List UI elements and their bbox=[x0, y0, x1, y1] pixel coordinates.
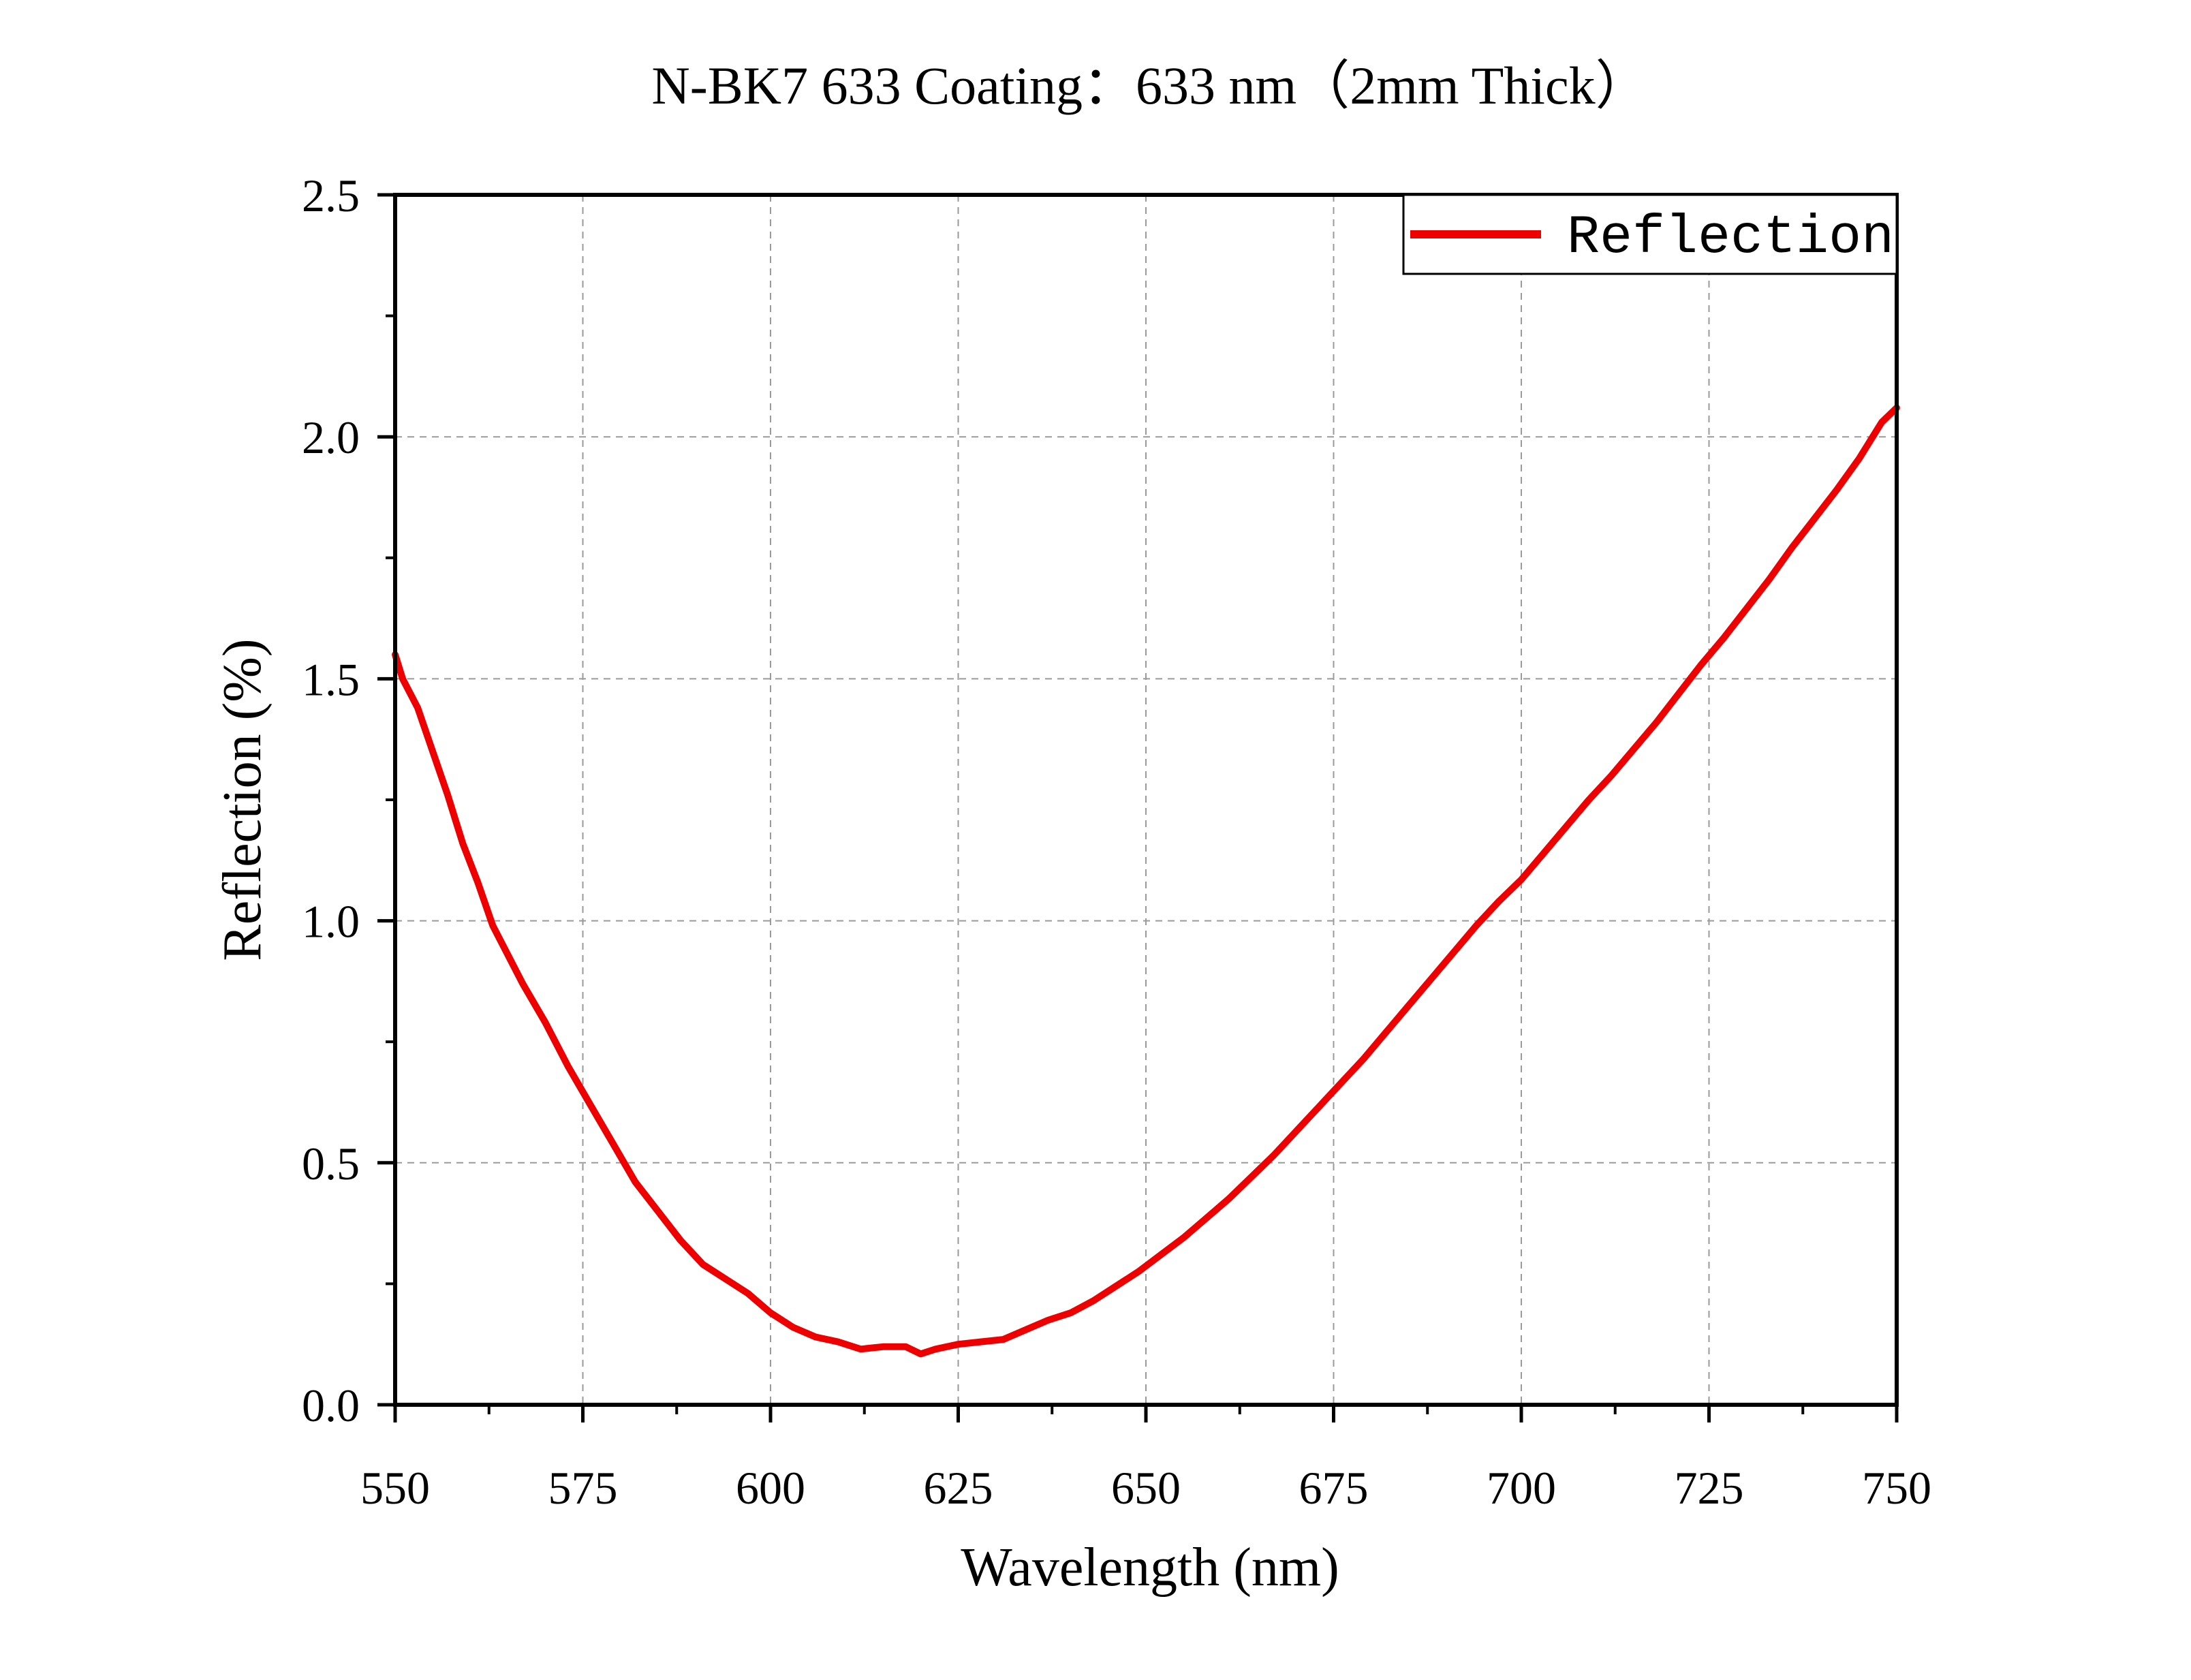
y-tick-label: 1.5 bbox=[302, 653, 360, 705]
x-tick-label: 750 bbox=[1862, 1462, 1931, 1514]
y-tick-label: 2.0 bbox=[302, 411, 360, 463]
legend-label: Reflection bbox=[1567, 207, 1894, 269]
y-tick-label: 2.5 bbox=[302, 170, 360, 221]
x-tick-label: 550 bbox=[360, 1462, 430, 1514]
reflection-curve bbox=[392, 404, 1900, 1358]
x-tick-label: 575 bbox=[548, 1462, 618, 1514]
x-axis-label: Wavelength (nm) bbox=[961, 1538, 1339, 1598]
y-tick-label: 0.5 bbox=[302, 1138, 360, 1189]
y-tick-label: 1.0 bbox=[302, 896, 360, 948]
y-axis-label: Reflection (%) bbox=[213, 638, 273, 961]
legend: Reflection bbox=[1402, 193, 1898, 275]
x-tick-label: 725 bbox=[1675, 1462, 1744, 1514]
x-tick-label: 650 bbox=[1111, 1462, 1181, 1514]
y-axis-tick-labels: 0.0 0.5 1.0 1.5 2.0 2.5 bbox=[302, 170, 360, 1431]
x-tick-label: 675 bbox=[1299, 1462, 1369, 1514]
x-tick-label: 700 bbox=[1487, 1462, 1556, 1514]
gridlines bbox=[395, 195, 1897, 1405]
axis-ticks bbox=[377, 193, 1899, 1422]
y-tick-label: 0.0 bbox=[302, 1380, 360, 1431]
x-tick-label: 625 bbox=[924, 1462, 993, 1514]
x-axis-tick-labels: 550 575 600 625 650 675 700 725 750 bbox=[360, 1462, 1931, 1514]
x-tick-label: 600 bbox=[736, 1462, 805, 1514]
chart-title: N-BK7 633 Coating：633 nm（2mm Thick） bbox=[651, 56, 1648, 115]
